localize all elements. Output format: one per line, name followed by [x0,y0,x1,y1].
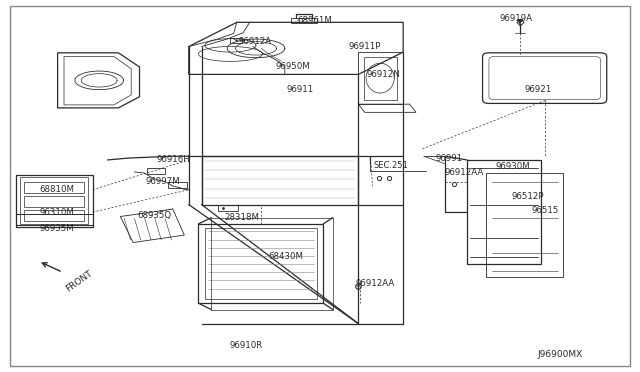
Text: 96935M: 96935M [40,224,74,233]
Text: 96310M: 96310M [40,208,74,217]
Text: 96991: 96991 [435,154,462,163]
Text: 96912A: 96912A [239,37,272,46]
Text: SEC.251: SEC.251 [373,161,408,170]
Text: 96912AA: 96912AA [355,279,394,288]
Text: 68935Q: 68935Q [138,211,172,220]
Text: 96912N: 96912N [366,70,400,79]
Text: J96900MX: J96900MX [538,350,583,359]
Bar [16,214,93,225]
Text: 96512P: 96512P [512,192,545,201]
Text: 96911: 96911 [287,85,314,94]
Text: 96916H: 96916H [157,155,191,164]
Text: 96515: 96515 [531,206,559,215]
Text: 96919A: 96919A [499,14,532,23]
Text: 96930M: 96930M [496,162,531,171]
Text: 68430M: 68430M [269,252,304,261]
Text: 96911P: 96911P [349,42,381,51]
Text: 96997M: 96997M [146,177,180,186]
Text: FRONT: FRONT [64,269,94,293]
Text: 96910R: 96910R [229,341,262,350]
Text: 68810M: 68810M [40,185,75,194]
Text: 28318M: 28318M [224,213,259,222]
Text: 96921: 96921 [525,85,552,94]
Text: 68961M: 68961M [298,16,332,25]
Text: 96912AA: 96912AA [445,169,484,177]
Text: 96950M: 96950M [275,62,310,71]
